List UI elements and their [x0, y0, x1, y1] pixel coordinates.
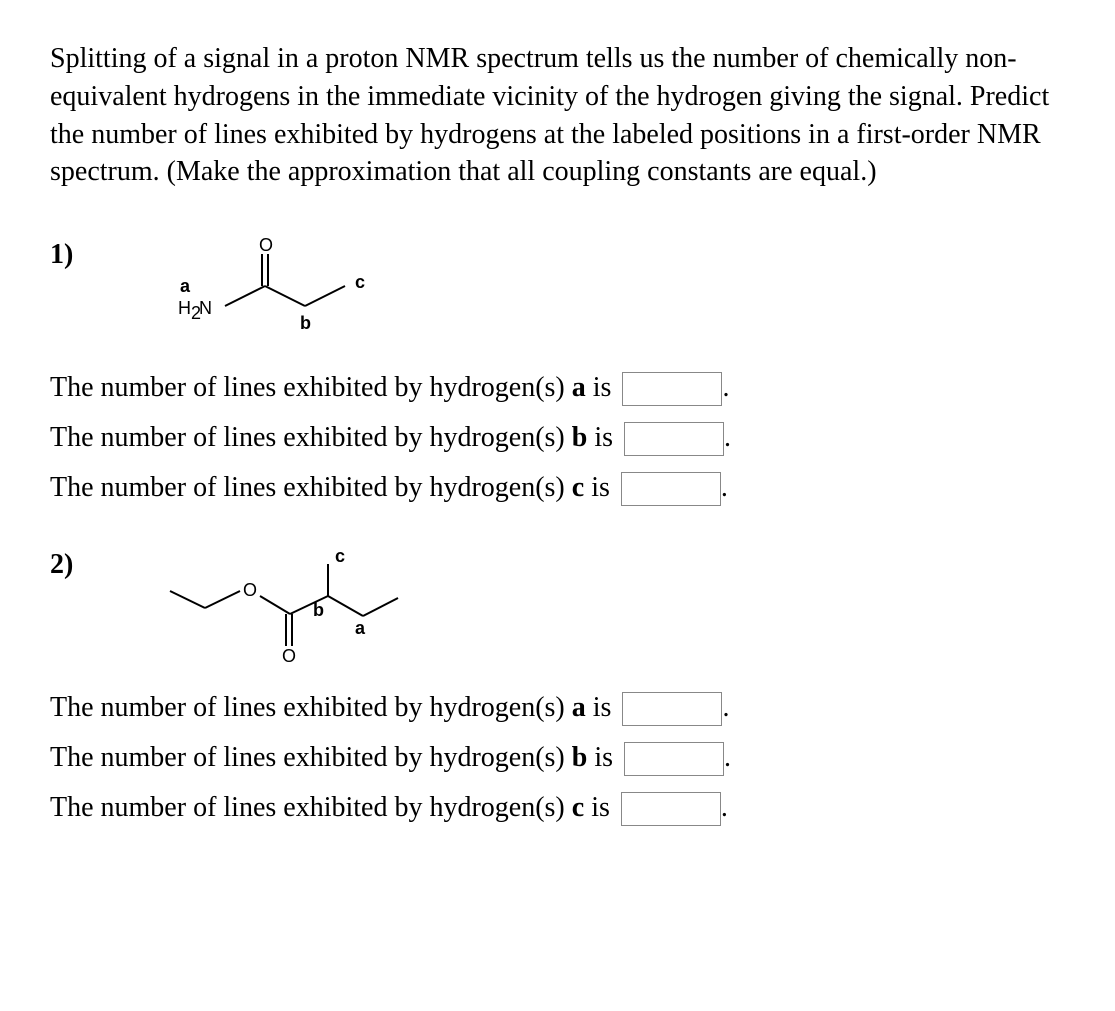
problem-1-structure: O H 2 N a b c [150, 236, 380, 357]
label-c-icon: c [355, 272, 365, 292]
p1-b-suffix: is [587, 422, 613, 453]
p2-a-suffix: is [586, 692, 612, 723]
p2-b-label: b [572, 742, 588, 773]
p1-line-b: The number of lines exhibited by hydroge… [50, 419, 1065, 457]
p2-b-prefix: The number of lines exhibited by hydroge… [50, 742, 572, 773]
p1-c-label: c [572, 472, 584, 503]
p2-line-b: The number of lines exhibited by hydroge… [50, 739, 1065, 777]
label-a-icon: a [355, 618, 366, 638]
p2-line-a: The number of lines exhibited by hydroge… [50, 689, 1065, 727]
p2-a-prefix: The number of lines exhibited by hydroge… [50, 692, 572, 723]
problem-2-number: 2) [50, 546, 73, 584]
problem-1-number: 1) [50, 236, 73, 274]
problem-2: 2) O O [50, 546, 1065, 826]
p2-b-suffix: is [587, 742, 613, 773]
p1-c-suffix: is [584, 472, 610, 503]
svg-text:O: O [259, 236, 273, 255]
problem-1: 1) O H 2 N a b [50, 236, 1065, 506]
p2-b-input[interactable] [624, 742, 724, 776]
problem-2-structure: O O c b a [150, 546, 410, 677]
p1-a-label: a [572, 372, 586, 403]
p1-line-a: The number of lines exhibited by hydroge… [50, 369, 1065, 407]
p2-c-input[interactable] [621, 792, 721, 826]
p1-b-label: b [572, 422, 588, 453]
svg-text:O: O [282, 646, 296, 666]
intro-paragraph: Splitting of a signal in a proton NMR sp… [50, 40, 1065, 191]
p2-c-prefix: The number of lines exhibited by hydroge… [50, 792, 572, 823]
p1-c-input[interactable] [621, 472, 721, 506]
p1-a-input[interactable] [622, 372, 722, 406]
p2-a-label: a [572, 692, 586, 723]
p2-c-label: c [572, 792, 584, 823]
p1-b-input[interactable] [624, 422, 724, 456]
label-c-icon: c [335, 546, 345, 566]
p1-c-prefix: The number of lines exhibited by hydroge… [50, 472, 572, 503]
p2-line-c: The number of lines exhibited by hydroge… [50, 789, 1065, 827]
p1-a-suffix: is [586, 372, 612, 403]
svg-text:N: N [199, 298, 212, 318]
p2-c-suffix: is [584, 792, 610, 823]
label-b-icon: b [300, 313, 311, 333]
label-b-icon: b [313, 600, 324, 620]
p1-b-prefix: The number of lines exhibited by hydroge… [50, 422, 572, 453]
svg-text:O: O [243, 580, 257, 600]
label-a-icon: a [180, 276, 191, 296]
p1-line-c: The number of lines exhibited by hydroge… [50, 469, 1065, 507]
p1-a-prefix: The number of lines exhibited by hydroge… [50, 372, 572, 403]
svg-text:H: H [178, 298, 191, 318]
p2-a-input[interactable] [622, 692, 722, 726]
